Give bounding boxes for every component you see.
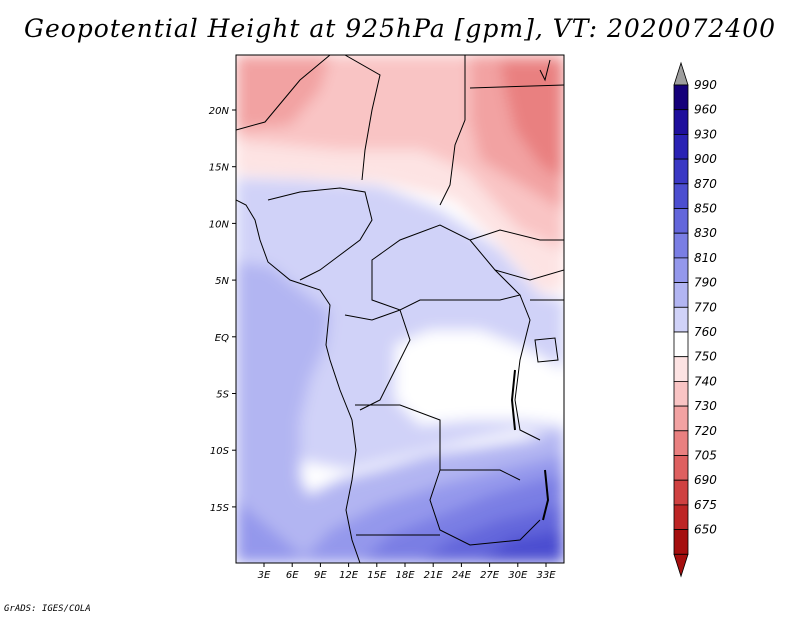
colorbar-swatch	[673, 84, 689, 111]
colorbar-swatch	[673, 133, 689, 160]
field-730-sahara	[236, 55, 330, 130]
colorbar-level-label: 750	[694, 350, 717, 364]
colorbar-swatch	[673, 479, 689, 506]
colorbar-swatch	[673, 208, 689, 234]
grads-credit: GrADS: IGES/COLA	[4, 604, 91, 614]
colorbar-swatch	[673, 306, 689, 333]
colorbar-level-label: 850	[694, 202, 717, 216]
colorbar-level-label: 720	[694, 424, 717, 438]
colorbar-level-label: 810	[694, 251, 717, 265]
colorbar-level-label: 730	[694, 399, 717, 413]
lat-tick-label: 20N	[209, 106, 230, 117]
colorbar-swatch	[673, 405, 689, 432]
colorbar-level-label: 990	[694, 78, 717, 92]
map-panel	[236, 55, 564, 563]
field-790-gulf	[236, 262, 350, 560]
coastline-west-africa	[236, 199, 361, 563]
lake-tanganyika	[510, 369, 516, 431]
border-angola-zambia	[429, 469, 541, 546]
colorbar-swatch	[673, 109, 689, 135]
border-sudan-inner	[469, 229, 564, 241]
colorbar-swatch	[673, 183, 689, 209]
lon-tick-label: 33E	[536, 570, 556, 581]
map-frame	[235, 54, 565, 564]
colorbar-level-label: 650	[694, 523, 717, 537]
colorbar-swatch	[673, 257, 689, 283]
border-south-sudan	[494, 269, 564, 281]
colorbar-swatch	[673, 529, 689, 555]
lake-victoria	[534, 337, 559, 363]
lon-tick-label: 15E	[367, 570, 387, 581]
colorbar-level-label: 675	[694, 498, 717, 512]
colorbar-level-label: 760	[694, 325, 717, 339]
lon-tick-label: 9E	[314, 570, 327, 581]
lat-tick-label: 15N	[209, 163, 230, 174]
border-car	[371, 224, 521, 311]
lon-tick-label: 24E	[452, 570, 472, 581]
colorbar-swatch	[673, 331, 689, 358]
height-field	[236, 55, 564, 563]
colorbar-level-label: 740	[694, 374, 717, 388]
border-congo	[344, 309, 411, 411]
colorbar-level-label: 900	[694, 152, 717, 166]
colorbar-level-label: 770	[694, 300, 717, 314]
lat-tick-label: 10N	[209, 219, 230, 230]
lon-tick-label: 27E	[480, 570, 500, 581]
colorbar-level-label: 830	[694, 226, 717, 240]
border-niger-chad	[344, 55, 381, 181]
colorbar-level-label: 870	[694, 177, 717, 191]
colorbar-level-label: 705	[694, 449, 717, 463]
lat-tick-label: EQ	[215, 333, 229, 344]
red-sea-coast	[539, 59, 551, 82]
lon-tick-label: 18E	[395, 570, 415, 581]
colorbar-bottom-arrow	[673, 553, 689, 578]
border-sudan-egypt	[469, 84, 564, 89]
lat-tick-label: 5N	[215, 276, 229, 287]
colorbar-level-label: 930	[694, 127, 717, 141]
colorbar-top-arrow	[673, 61, 689, 86]
colorbar-swatch	[673, 504, 689, 530]
lon-tick-label: 21E	[424, 570, 444, 581]
lake-malawi	[542, 469, 550, 521]
lon-tick-label: 30E	[508, 570, 528, 581]
lon-tick-label: 12E	[339, 570, 359, 581]
colorbar-level-label: 690	[694, 473, 717, 487]
border-chad-sudan	[439, 55, 466, 206]
field-720-sudan	[500, 60, 564, 180]
lon-tick-label: 6E	[286, 570, 299, 581]
colorbar-level-label: 790	[694, 276, 717, 290]
colorbar-swatch	[673, 455, 689, 481]
lat-tick-label: 10S	[210, 446, 230, 457]
border-nigeria	[267, 187, 373, 281]
colorbar-swatch	[673, 380, 689, 407]
border-mali-niger	[236, 55, 331, 131]
colorbar-swatch	[673, 430, 689, 456]
border-drc-east	[514, 294, 541, 441]
longitude-ticks: 3E 6E 9E 12E 15E 18E 21E 24E 27E 30E 33E	[258, 563, 556, 581]
latitude-ticks: 20N 15N 10N 5N EQ 5S 10S 15S	[209, 106, 236, 514]
colorbar-swatch	[673, 158, 689, 185]
boundaries	[236, 55, 564, 563]
lat-tick-label: 5S	[216, 390, 229, 401]
colorbar-level-label: 960	[694, 103, 717, 117]
field-810-atlantic	[236, 500, 310, 563]
field-870-south	[480, 530, 564, 563]
colorbar-swatch	[673, 282, 689, 308]
colorbar: 990 960 930 900 870 850 830 810 790 770 760 750 740 7…	[673, 61, 717, 578]
lat-tick-label: 15S	[210, 503, 230, 514]
lon-tick-label: 3E	[258, 570, 271, 581]
colorbar-swatch	[673, 232, 689, 259]
map-title: Geopotential Height at 925hPa [gpm], VT:…	[23, 14, 777, 43]
colorbar-swatch	[673, 356, 689, 382]
